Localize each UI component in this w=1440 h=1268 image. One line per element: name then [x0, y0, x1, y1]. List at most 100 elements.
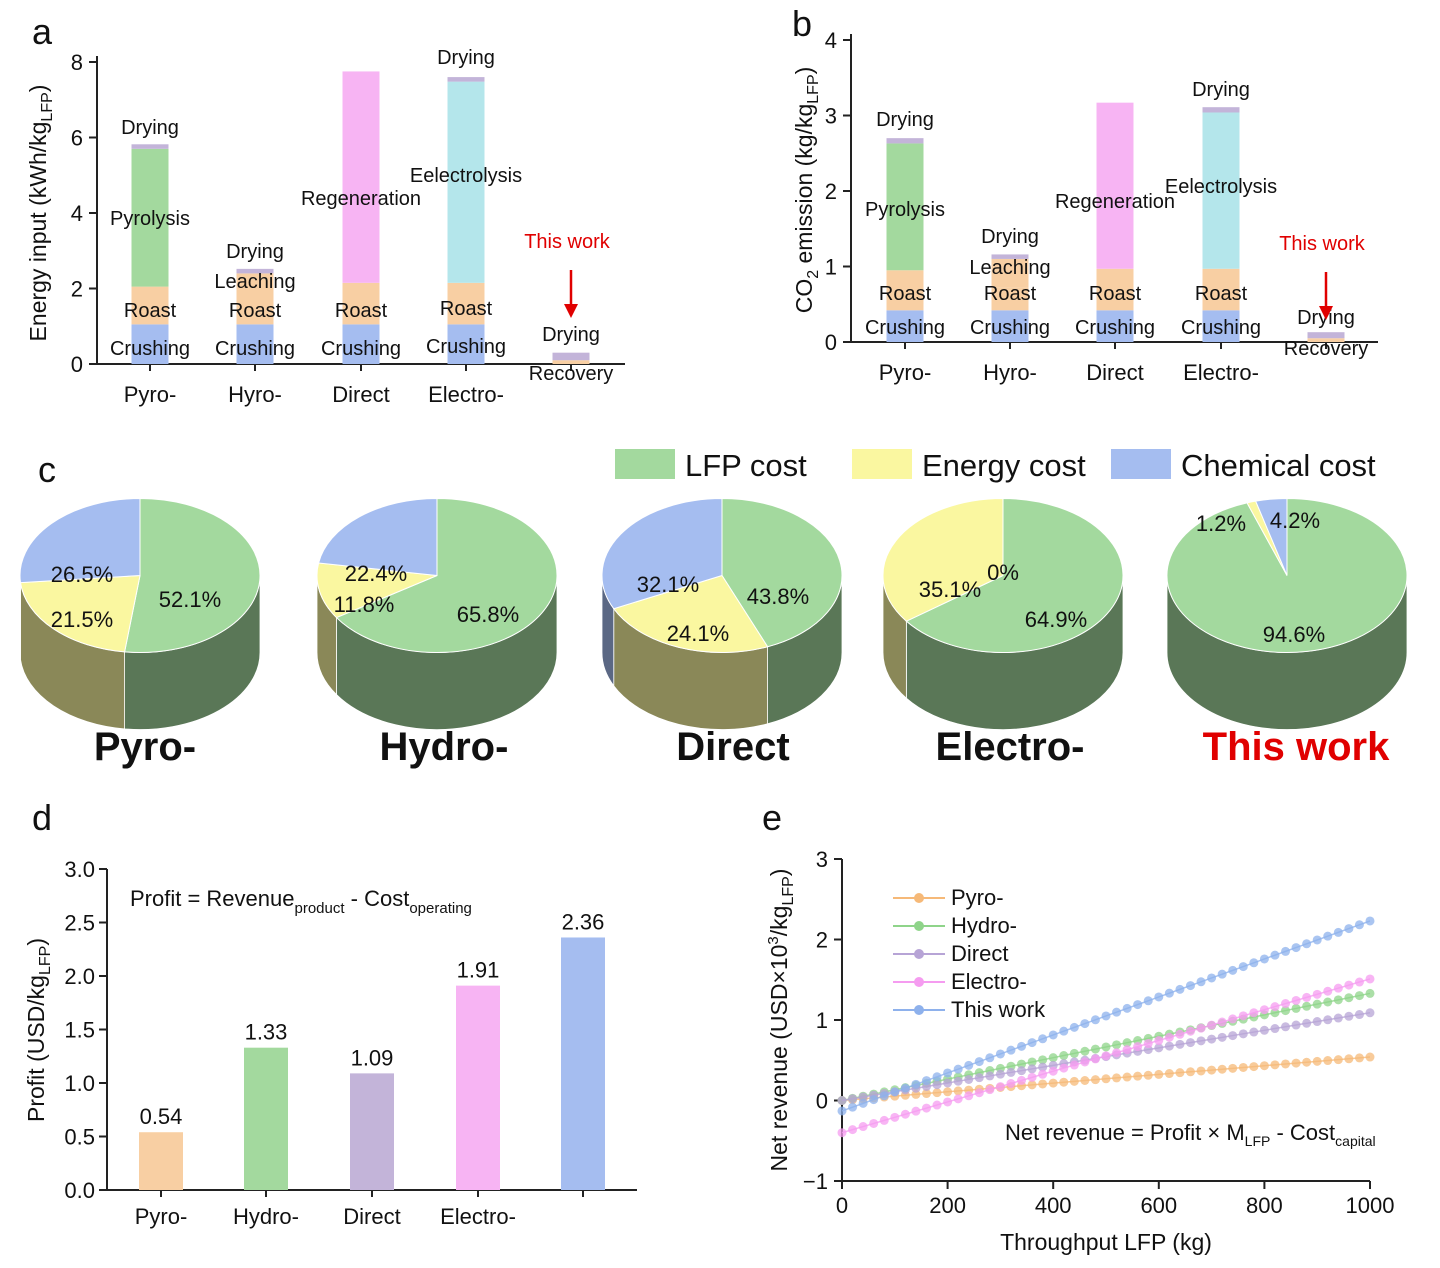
data-point	[1323, 986, 1333, 996]
segment-label: Regeneration	[301, 188, 421, 210]
y-tick-label: 0	[816, 1089, 828, 1114]
segment-label: Roast	[1195, 283, 1248, 305]
legend-label: Energy cost	[922, 448, 1086, 483]
data-point	[1344, 924, 1354, 934]
data-point	[1259, 1061, 1269, 1071]
data-point	[995, 1069, 1005, 1079]
bar-segment-drying	[886, 138, 924, 144]
pie-slice-energy-cost	[316, 562, 438, 619]
pie-thiswork: 94.6% 1.2% 4.2% This work	[1166, 497, 1408, 769]
data-point	[1175, 1068, 1185, 1078]
data-point	[1154, 1043, 1164, 1053]
data-point	[1196, 1023, 1206, 1033]
x-axis-label: Throughput LFP (kg)	[1000, 1229, 1212, 1255]
x-tick-label: Hydro-	[233, 1204, 299, 1229]
pie-slice-lfp-cost	[123, 497, 261, 653]
profit-bar	[456, 985, 500, 1190]
bar-segment-pyrolysis	[886, 143, 924, 271]
data-point	[1038, 1069, 1048, 1079]
pie-percent-label: 4.2%	[1270, 508, 1320, 533]
data-point	[1038, 1055, 1048, 1065]
data-point	[1207, 1020, 1217, 1030]
data-point	[1154, 1035, 1164, 1045]
segment-label: Roast	[335, 300, 388, 322]
bar-segment-regeneration	[1096, 102, 1134, 269]
data-point	[1259, 1025, 1269, 1035]
data-point	[1333, 1013, 1343, 1023]
data-point	[1312, 1056, 1322, 1066]
legend-swatch-lfp-cost	[615, 449, 675, 479]
segment-label: Drying	[981, 226, 1039, 248]
x-tick-label: Electro-	[428, 382, 504, 407]
data-point	[1185, 1067, 1195, 1077]
legend-swatch-energy-cost	[852, 449, 912, 479]
y-tick-label: 0	[825, 330, 837, 355]
data-point	[1249, 958, 1259, 968]
data-point	[1281, 999, 1291, 1009]
data-point	[1365, 1008, 1375, 1018]
data-point	[1101, 1051, 1111, 1061]
chart-panel-e: −1 0 1 2 3 0 200 400 600 800 1000 Throughput LFP (k…	[765, 847, 1394, 1255]
data-point	[1333, 927, 1343, 937]
bar-segment-roast	[1202, 268, 1240, 311]
data-point	[1017, 1059, 1027, 1069]
data-point	[1112, 1007, 1122, 1017]
pie-slice-chemical-cost	[19, 497, 141, 584]
data-point	[1270, 1002, 1280, 1012]
data-point	[1312, 989, 1322, 999]
data-point	[1133, 1042, 1143, 1052]
data-point	[848, 1125, 858, 1135]
y-axis-label: Energy input (kWh/kgLFP)	[25, 85, 56, 342]
bar-segment-drying	[552, 352, 590, 361]
segment-label: Pyrolysis	[865, 199, 945, 221]
data-point	[1354, 1053, 1364, 1063]
data-point	[1133, 1071, 1143, 1081]
data-point	[1228, 1014, 1238, 1024]
pie-side	[19, 575, 21, 660]
segment-label: Eelectrolysis	[1165, 176, 1277, 198]
data-point	[1143, 996, 1153, 1006]
data-point	[1354, 1010, 1364, 1020]
data-point	[837, 1106, 847, 1116]
x-tick-label: 400	[1035, 1193, 1072, 1218]
data-point	[1270, 950, 1280, 960]
y-tick-label: 3	[825, 104, 837, 129]
segment-label: Drying	[542, 324, 600, 346]
data-point	[1080, 1019, 1090, 1029]
bar-segment-roast	[886, 270, 924, 311]
segment-label: Leaching	[214, 271, 295, 293]
data-point	[1344, 980, 1354, 990]
x-tick-label: 800	[1246, 1193, 1283, 1218]
x-tick-label: 600	[1140, 1193, 1177, 1218]
pie-title: Pyro-	[94, 725, 196, 769]
x-tick-label: Pyro-	[879, 360, 932, 385]
data-point	[1143, 1070, 1153, 1080]
data-point	[1069, 1048, 1079, 1058]
bar-segment-crushing	[342, 324, 380, 364]
data-point	[1133, 1000, 1143, 1010]
bar-segment-drying	[236, 268, 274, 274]
segment-label: Crushing	[865, 317, 945, 339]
data-point	[1185, 1038, 1195, 1048]
data-point	[1090, 1015, 1100, 1025]
data-point	[985, 1071, 995, 1081]
data-point	[1017, 1041, 1027, 1051]
data-point	[1143, 1039, 1153, 1049]
pie-percent-label: 52.1%	[159, 587, 221, 612]
pie-slice-lfp-cost	[905, 497, 1124, 653]
data-point	[1302, 1057, 1312, 1067]
pie-electro: 64.9% 35.1%0% Electro-	[882, 497, 1124, 769]
data-point	[1048, 1078, 1058, 1088]
data-point	[1175, 984, 1185, 994]
y-tick-label: 4	[71, 201, 83, 226]
data-point	[1323, 1056, 1333, 1066]
data-point	[1101, 1074, 1111, 1084]
segment-label: Crushing	[215, 338, 295, 360]
data-point	[974, 1057, 984, 1067]
y-tick-label: 1.0	[64, 1071, 95, 1096]
segment-label: Recovery	[1284, 338, 1368, 360]
data-point	[1238, 1029, 1248, 1039]
segment-label: Drying	[226, 241, 284, 263]
data-point	[1217, 1017, 1227, 1027]
